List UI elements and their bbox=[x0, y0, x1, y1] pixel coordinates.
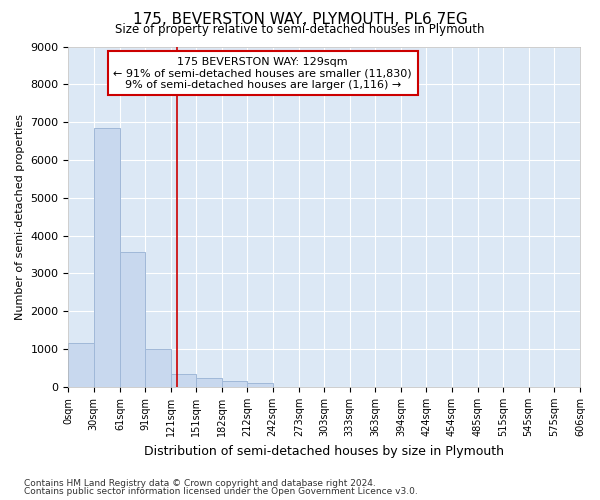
Y-axis label: Number of semi-detached properties: Number of semi-detached properties bbox=[15, 114, 25, 320]
X-axis label: Distribution of semi-detached houses by size in Plymouth: Distribution of semi-detached houses by … bbox=[144, 444, 504, 458]
Bar bbox=[196, 378, 222, 387]
Text: Contains public sector information licensed under the Open Government Licence v3: Contains public sector information licen… bbox=[24, 488, 418, 496]
Text: Size of property relative to semi-detached houses in Plymouth: Size of property relative to semi-detach… bbox=[115, 24, 485, 36]
Text: Contains HM Land Registry data © Crown copyright and database right 2024.: Contains HM Land Registry data © Crown c… bbox=[24, 478, 376, 488]
Bar bbox=[247, 383, 273, 387]
Bar bbox=[94, 128, 120, 387]
Bar bbox=[120, 252, 145, 387]
Bar bbox=[170, 374, 196, 387]
Bar bbox=[145, 349, 170, 387]
Text: 175 BEVERSTON WAY: 129sqm
← 91% of semi-detached houses are smaller (11,830)
9% : 175 BEVERSTON WAY: 129sqm ← 91% of semi-… bbox=[113, 56, 412, 90]
Text: 175, BEVERSTON WAY, PLYMOUTH, PL6 7EG: 175, BEVERSTON WAY, PLYMOUTH, PL6 7EG bbox=[133, 12, 467, 28]
Bar bbox=[68, 344, 94, 387]
Bar bbox=[222, 382, 247, 387]
